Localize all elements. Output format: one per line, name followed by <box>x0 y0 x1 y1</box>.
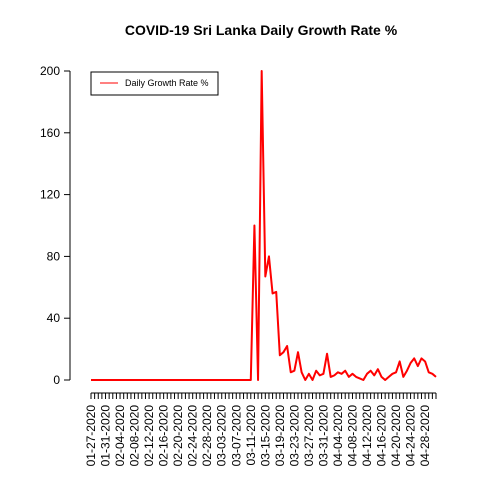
x-tick-label: 04-24-2020 <box>404 405 418 467</box>
x-tick-label: 03-19-2020 <box>273 405 287 467</box>
x-tick-label: 02-16-2020 <box>157 405 171 467</box>
x-tick-label: 03-27-2020 <box>302 405 316 467</box>
y-tick-label: 40 <box>47 311 61 325</box>
y-tick-label: 0 <box>53 373 60 387</box>
y-tick-label: 160 <box>40 126 60 140</box>
x-tick-label: 02-04-2020 <box>113 405 127 467</box>
x-tick-label: 03-07-2020 <box>229 405 243 467</box>
x-tick-label: 03-11-2020 <box>244 405 258 466</box>
x-tick-label: 03-23-2020 <box>287 405 301 467</box>
x-tick-label: 02-08-2020 <box>128 405 142 467</box>
x-tick-label: 02-12-2020 <box>142 405 156 467</box>
x-tick-label: 04-28-2020 <box>418 405 432 467</box>
series-line-daily-growth-rate <box>91 71 436 380</box>
y-tick-label: 80 <box>47 249 61 263</box>
series-layer <box>91 71 436 380</box>
x-tick-label: 04-04-2020 <box>331 405 345 467</box>
chart-title: COVID-19 Sri Lanka Daily Growth Rate % <box>125 22 398 38</box>
x-tick-label: 04-20-2020 <box>389 405 403 467</box>
x-tick-label: 02-28-2020 <box>200 405 214 467</box>
x-tick-label: 04-12-2020 <box>360 405 374 467</box>
x-tick-label: 02-20-2020 <box>171 405 185 467</box>
x-tick-label: 03-15-2020 <box>258 405 272 467</box>
x-tick-label: 03-03-2020 <box>215 405 229 467</box>
x-tick-label: 04-08-2020 <box>345 405 359 467</box>
x-tick-label: 03-31-2020 <box>316 405 330 467</box>
y-axis: 0 40 80 120 160 200 <box>40 64 70 387</box>
y-tick-label: 200 <box>40 64 60 78</box>
legend-label: Daily Growth Rate % <box>125 78 209 88</box>
x-tick-label: 04-16-2020 <box>375 405 389 467</box>
x-tick-label: 01-27-2020 <box>84 405 98 467</box>
legend: Daily Growth Rate % <box>91 72 218 95</box>
x-tick-label: 02-24-2020 <box>186 405 200 467</box>
x-tick-label: 01-31-2020 <box>99 405 113 467</box>
x-axis: 01-27-2020 01-31-2020 02-04-2020 02-08-2020… <box>84 393 436 466</box>
y-tick-label: 120 <box>40 188 60 202</box>
